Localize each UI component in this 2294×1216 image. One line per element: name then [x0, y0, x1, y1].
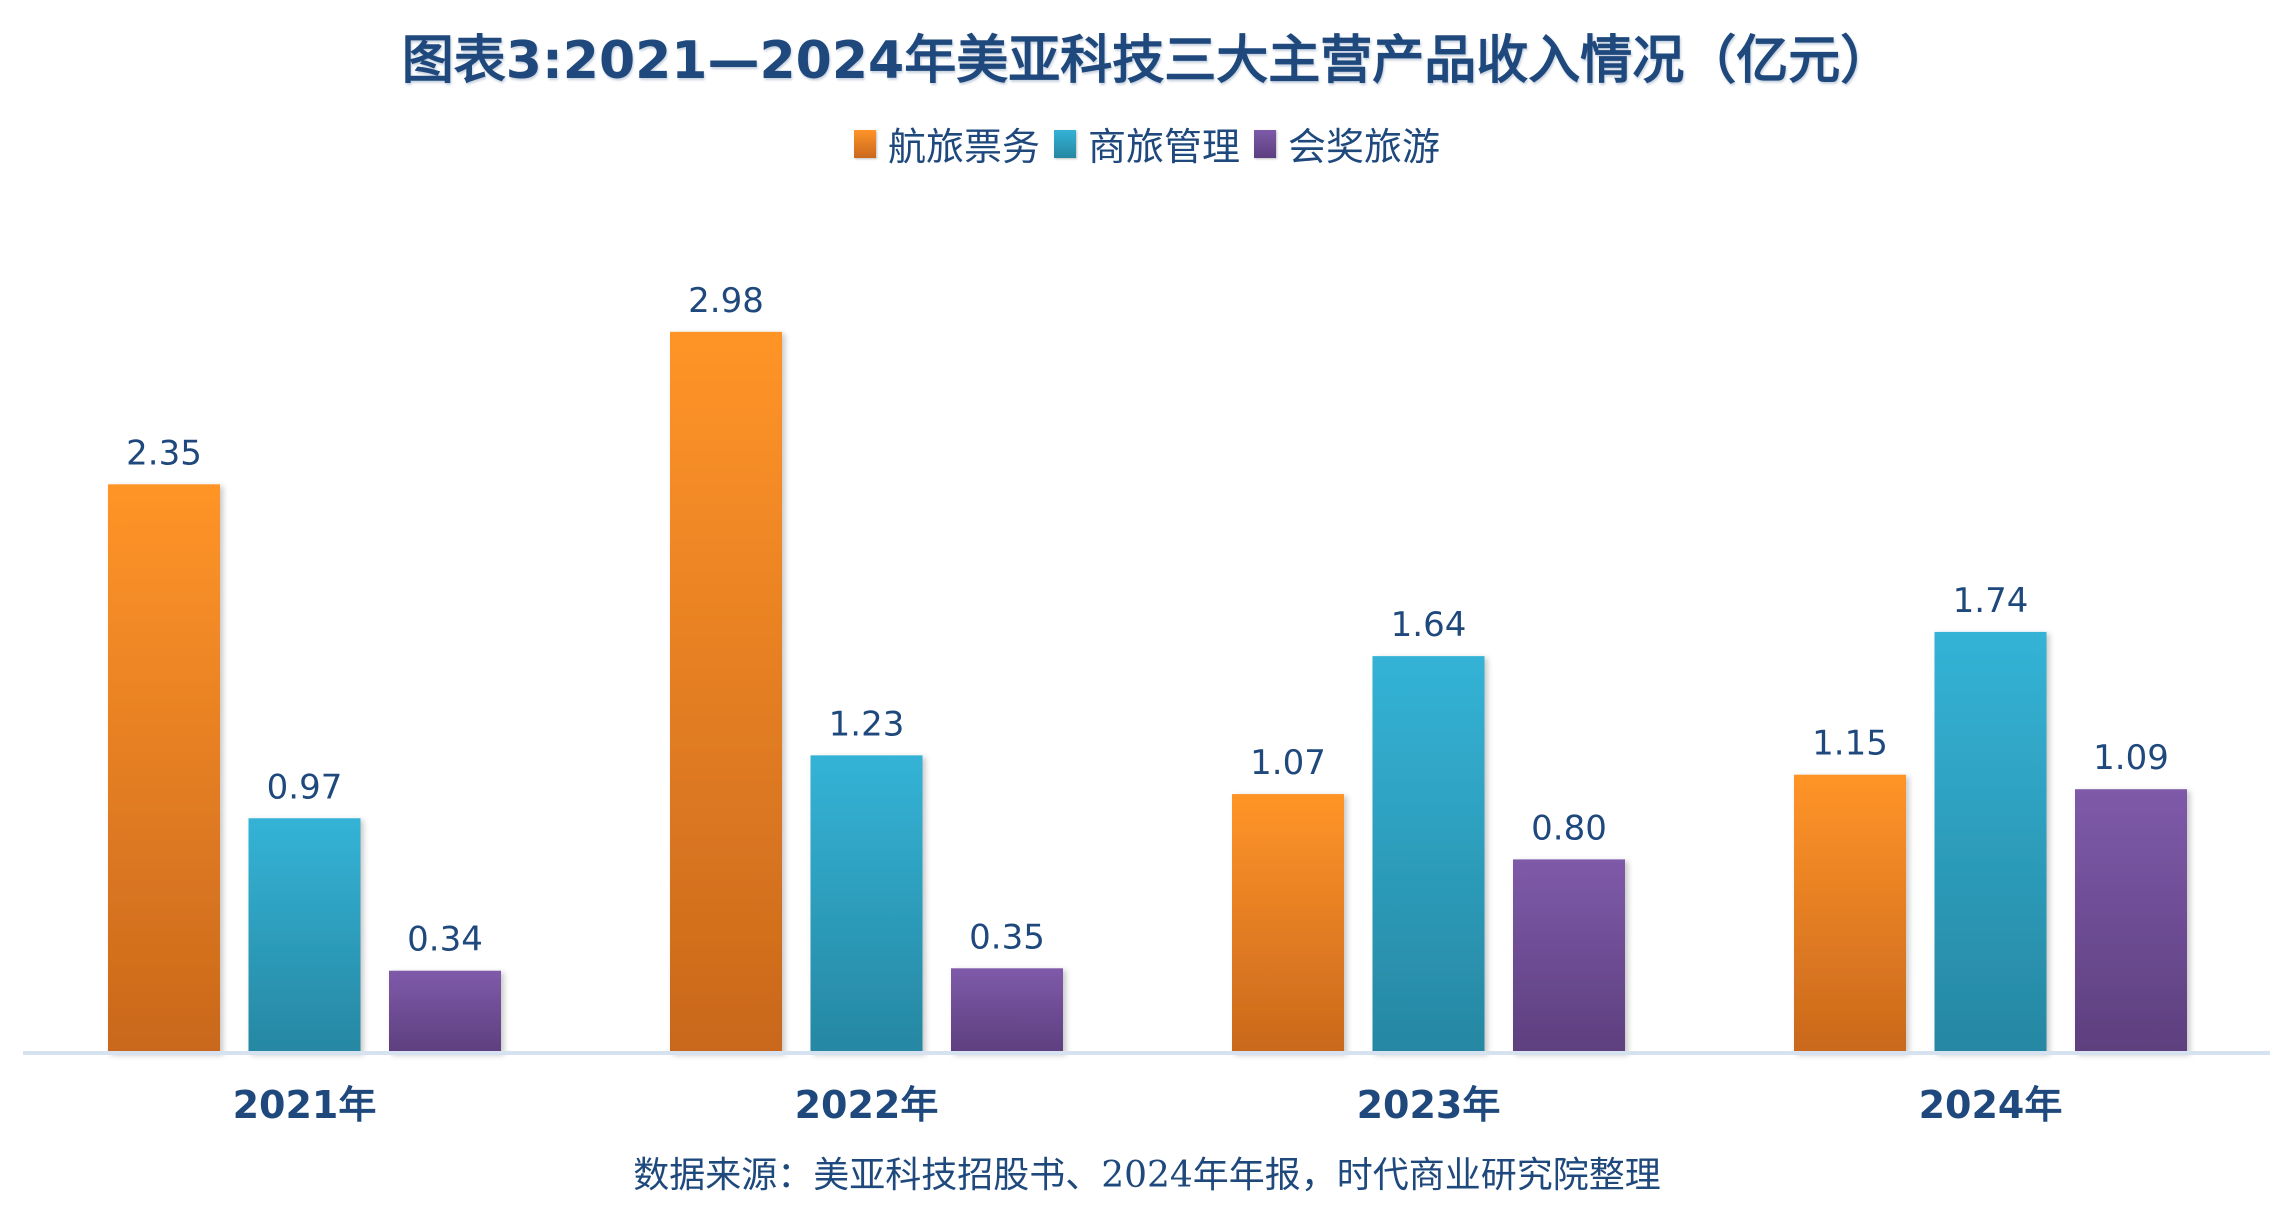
bar-business-travel-2021: [248, 818, 361, 1053]
legend-label: 航旅票务: [887, 125, 1040, 169]
data-label: 1.09: [2093, 738, 2169, 778]
x-tick-label: 2023年: [1357, 1083, 1501, 1127]
legend-label: 商旅管理: [1087, 125, 1240, 169]
legend-swatch-business-travel: [1053, 129, 1076, 158]
legend: 航旅票务 商旅管理 会奖旅游: [0, 116, 2294, 171]
bar-business-travel-2022: [810, 755, 923, 1053]
x-tick-label: 2024年: [1919, 1083, 2063, 1127]
x-tick-label: 2022年: [795, 1083, 939, 1127]
data-label: 0.35: [969, 917, 1045, 957]
bar-mice-travel-2021: [389, 970, 501, 1053]
legend-item-business-travel: 商旅管理: [1053, 116, 1240, 171]
x-tick-labels: 2021年 2022年 2023年 2024年: [233, 1083, 2063, 1127]
data-label: 1.74: [1953, 581, 2029, 621]
data-label: 1.15: [1812, 724, 1888, 764]
bar-mice-travel-2024: [2075, 789, 2187, 1053]
data-label: 1.23: [829, 704, 905, 744]
source-note: 数据来源：美亚科技招股书、2024年年报，时代商业研究院整理: [633, 1155, 1661, 1196]
legend-swatch-mice-travel: [1254, 129, 1276, 158]
bars-layer: [108, 331, 2187, 1054]
data-label: 0.34: [407, 920, 483, 960]
data-label: 1.64: [1391, 605, 1467, 645]
bar-air-ticketing-2021: [108, 484, 220, 1053]
bar-mice-travel-2022: [951, 968, 1063, 1053]
data-label: 2.98: [688, 281, 764, 321]
labels-layer: 2.35 0.97 0.34 2.98 1.23 0.35 1.07 1.64 0.80 1.15…: [126, 281, 2169, 960]
legend-item-mice-travel: 会奖旅游: [1254, 116, 1440, 171]
legend-item-air-ticketing: 航旅票务: [853, 116, 1040, 171]
x-tick-label: 2021年: [233, 1083, 377, 1127]
bar-business-travel-2023: [1372, 656, 1485, 1053]
bar-mice-travel-2023: [1513, 859, 1625, 1053]
data-label: 1.07: [1250, 743, 1326, 783]
data-label: 0.80: [1531, 808, 1607, 848]
legend-swatch-air-ticketing: [853, 129, 876, 158]
chart-title: 图表3:2021—2024年美亚科技三大主营产品收入情况（亿元）: [401, 31, 1893, 91]
legend-label: 会奖旅游: [1288, 125, 1441, 169]
bar-air-ticketing-2023: [1232, 794, 1344, 1053]
bar-business-travel-2024: [1934, 631, 2047, 1053]
data-label: 2.35: [126, 433, 202, 473]
bar-air-ticketing-2024: [1794, 774, 1906, 1053]
data-label: 0.97: [267, 767, 343, 807]
bar-air-ticketing-2022: [670, 331, 782, 1054]
